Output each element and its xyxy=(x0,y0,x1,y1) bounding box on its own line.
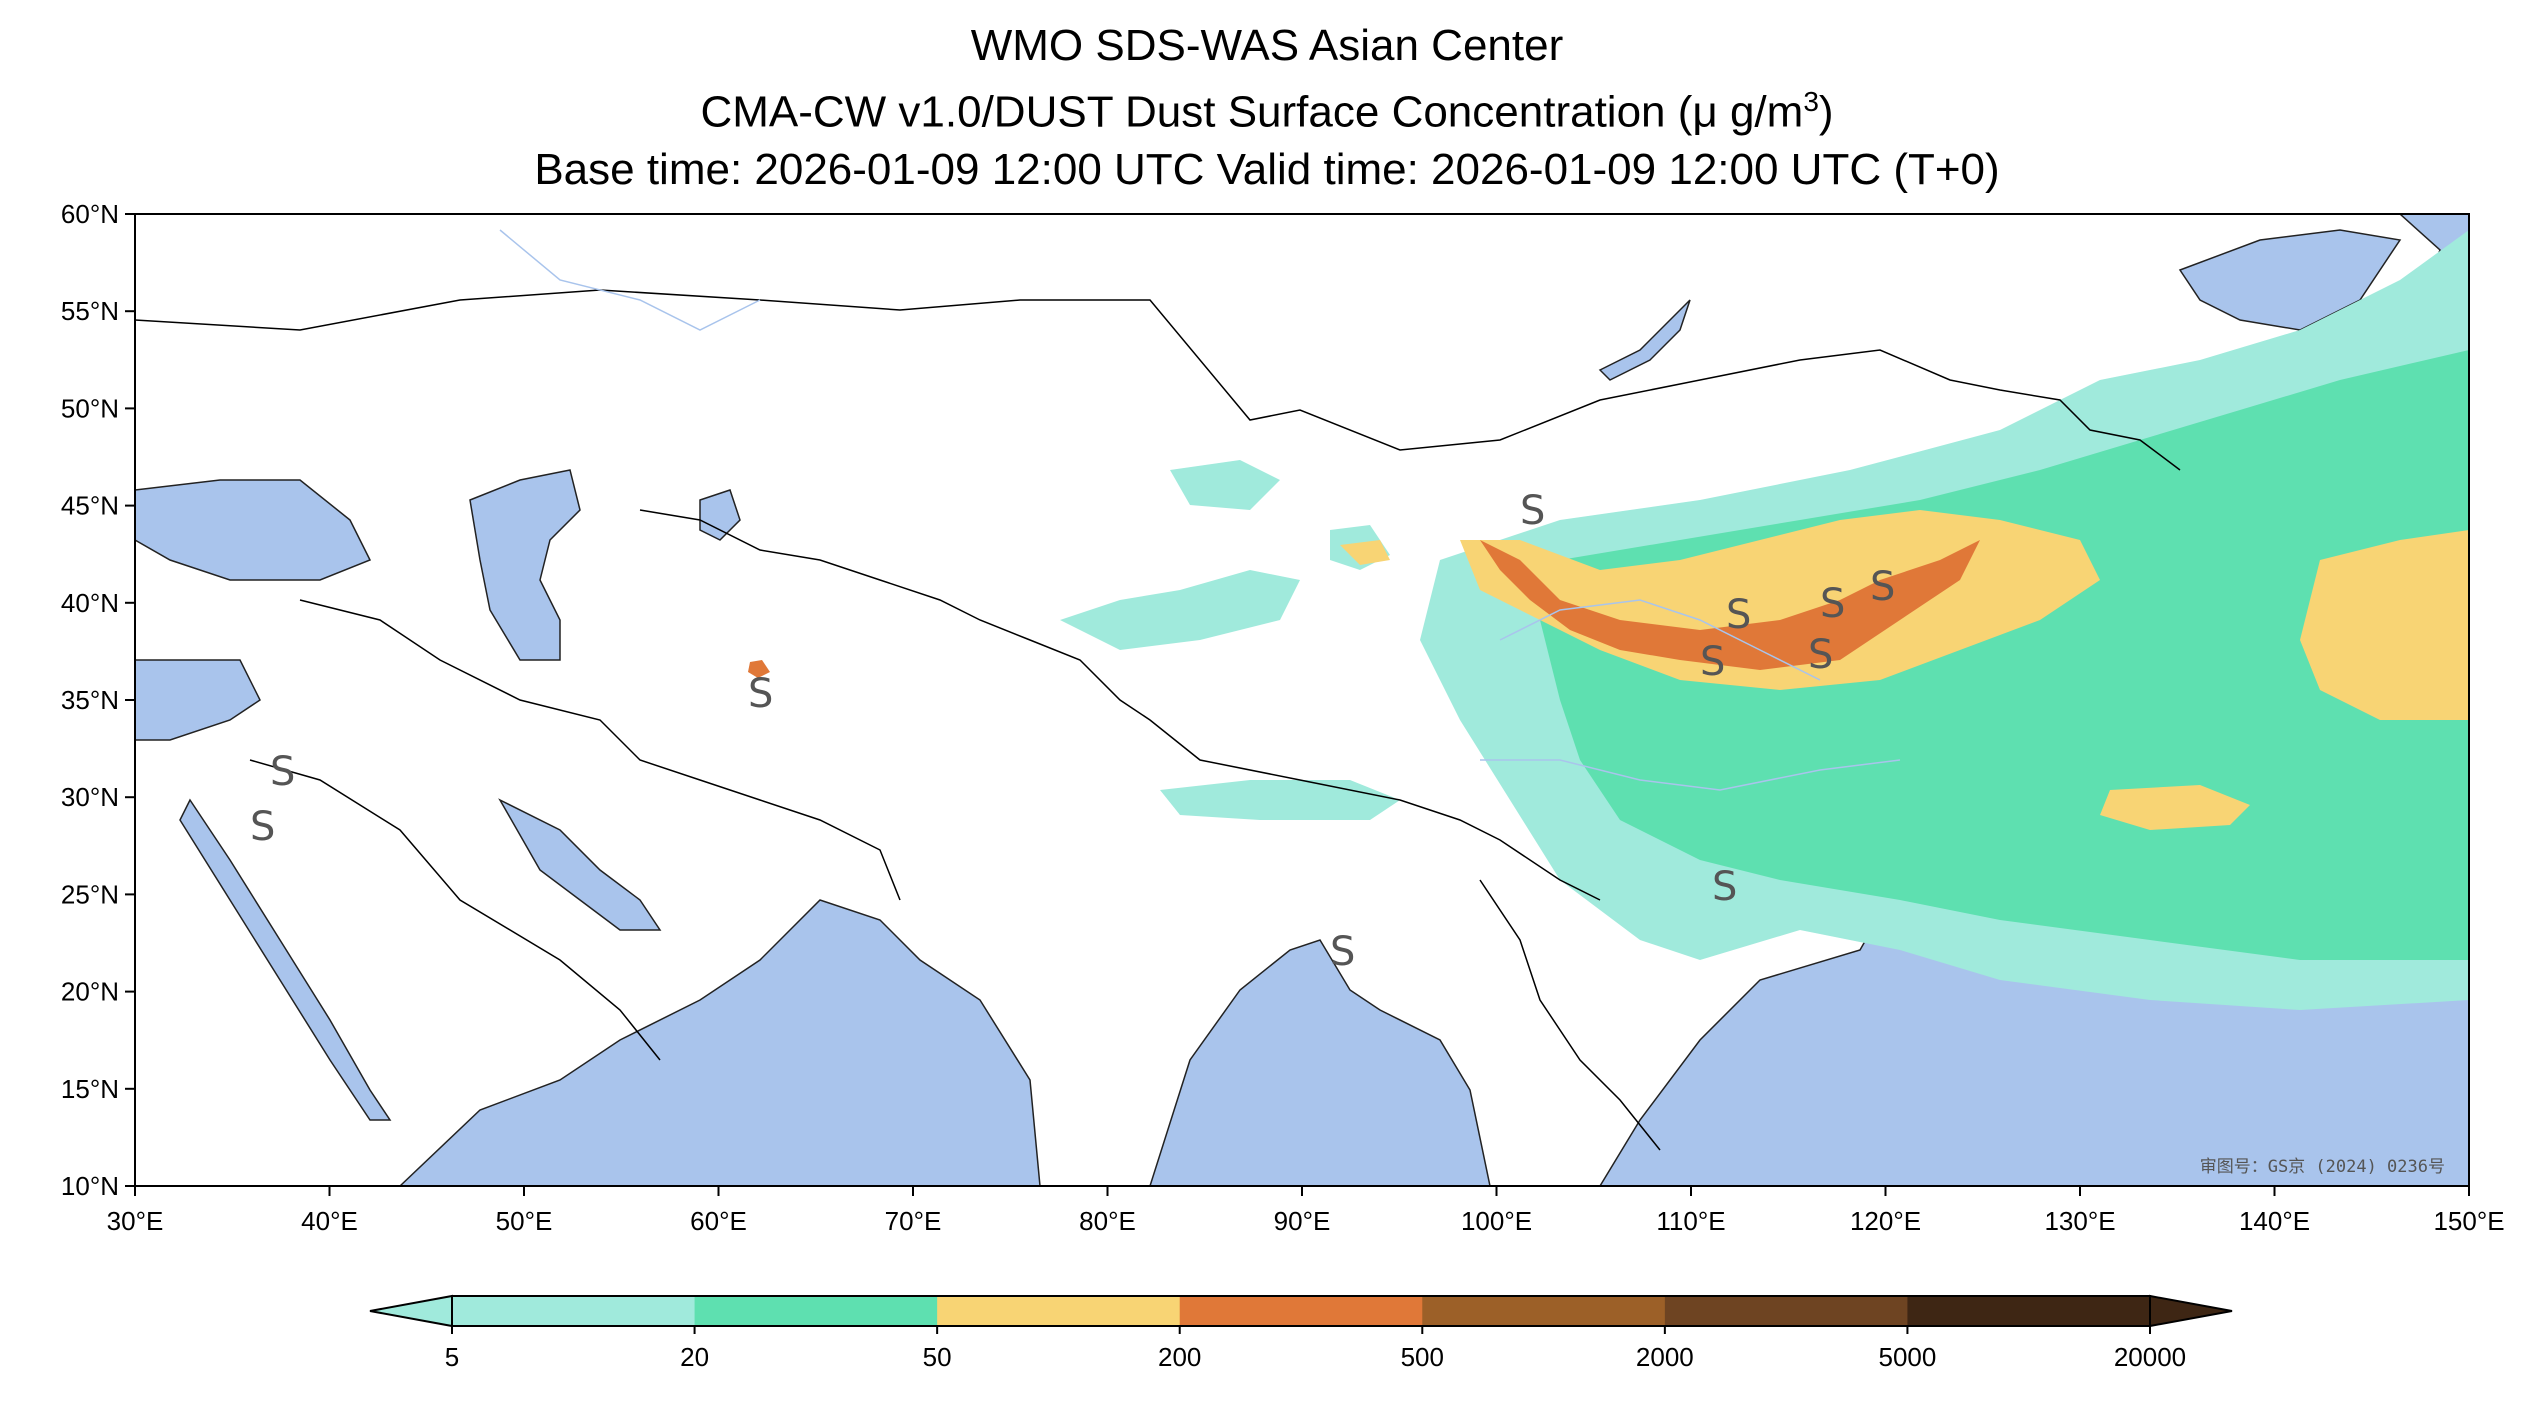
colorbar-tick-label: 2000 xyxy=(1636,1342,1694,1372)
colorbar-tick-label: 500 xyxy=(1401,1342,1444,1372)
weather-symbol: S xyxy=(1870,564,1895,610)
colorbar: 5 20 50 200 500 2000 5000 20000 xyxy=(369,1294,2233,1372)
dust-band-200-500 xyxy=(1480,540,1980,670)
lat-tick-label: 60°N xyxy=(61,199,119,229)
dust-patch-pacific xyxy=(2100,785,2250,830)
longitude-axis: 30°E 40°E 50°E 60°E 70°E 80°E 90°E 100°E 110°E 12… xyxy=(107,1186,2505,1236)
weather-symbol: S xyxy=(1712,864,1737,910)
lat-tick-label: 25°N xyxy=(61,879,119,909)
time-info: Base time: 2026-01-09 12:00 UTC Valid ti… xyxy=(534,145,2000,194)
weather-symbol: S xyxy=(1700,639,1725,685)
lat-tick-label: 20°N xyxy=(61,977,119,1007)
red-sea xyxy=(179,798,392,1121)
unit-superscript: 3 xyxy=(1803,86,1819,117)
map-subtitle: CMA-CW v1.0/DUST Dust Surface Concentrat… xyxy=(0,88,2534,135)
border-arabia xyxy=(249,759,661,1061)
colorbar-bin xyxy=(1907,1296,2151,1326)
lat-tick-label: 55°N xyxy=(61,296,119,326)
river-yangtze xyxy=(1480,759,1901,791)
border-southwest xyxy=(299,599,901,901)
subtitle-close: ) xyxy=(1818,87,1834,137)
border-northern xyxy=(135,289,2181,471)
dust-spot-afghan xyxy=(748,660,770,678)
lon-tick-label: 100°E xyxy=(1461,1206,1532,1236)
lake-baikal xyxy=(1598,299,1691,381)
colorbar-tick-label: 50 xyxy=(923,1342,952,1372)
dust-patch-west xyxy=(1170,460,1280,510)
colorbar-frame xyxy=(451,1295,2151,1327)
river-yellow xyxy=(1499,599,1821,681)
aral-sea xyxy=(699,489,741,541)
weather-symbol: S xyxy=(1808,632,1833,678)
weather-symbol: S xyxy=(1726,592,1751,638)
river-siberia xyxy=(499,229,761,331)
persian-gulf xyxy=(498,798,662,931)
rivers xyxy=(499,229,1901,791)
caspian-sea xyxy=(469,469,581,661)
lat-tick-label: 40°N xyxy=(61,588,119,618)
colorbar-bin xyxy=(694,1296,938,1326)
colorbar-bin xyxy=(1422,1296,1666,1326)
colorbar-bin xyxy=(1179,1296,1423,1326)
country-borders xyxy=(135,289,2181,1151)
subtitle-text: CMA-CW v1.0/DUST Dust Surface Concentrat… xyxy=(700,87,1804,137)
weather-symbol: S xyxy=(1820,581,1845,627)
lon-tick-label: 140°E xyxy=(2239,1206,2310,1236)
black-sea xyxy=(135,479,372,581)
colorbar-tick-label: 200 xyxy=(1158,1342,1201,1372)
lon-tick-label: 110°E xyxy=(1656,1206,1725,1236)
weather-symbols: S S S S S S S S S S S xyxy=(250,488,1895,975)
lat-tick-label: 35°N xyxy=(61,685,119,715)
colorbar-bin xyxy=(937,1296,1181,1326)
lon-tick-label: 90°E xyxy=(1274,1206,1331,1236)
colorbar-tick-label: 20 xyxy=(680,1342,709,1372)
lon-tick-label: 50°E xyxy=(496,1206,553,1236)
mediterranean-sea xyxy=(135,659,261,741)
weather-symbol: S xyxy=(1520,488,1545,534)
map-area: S S S S S S S S S S S 审图号：GS京 (2024) 023… xyxy=(135,214,2469,1186)
colorbar-bin xyxy=(452,1296,696,1326)
lon-tick-label: 80°E xyxy=(1079,1206,1136,1236)
weather-symbol: S xyxy=(250,804,275,850)
lat-tick-label: 45°N xyxy=(61,491,119,521)
lon-tick-label: 130°E xyxy=(2044,1206,2115,1236)
arabian-sea xyxy=(398,899,1041,1186)
latitude-axis: 60°N 55°N 50°N 45°N 40°N 35°N 30°N 25°N 20°N 15°N… xyxy=(61,199,135,1201)
weather-symbol: S xyxy=(748,671,773,717)
map-title: WMO SDS-WAS Asian Center xyxy=(970,21,1564,70)
colorbar-extend-right xyxy=(2149,1294,2233,1328)
colorbar-tick-label: 5 xyxy=(445,1342,459,1372)
weather-symbol: S xyxy=(1330,929,1355,975)
border-central-asia xyxy=(639,509,1601,901)
border-se-asia xyxy=(1479,879,1661,1151)
bay-of-bengal xyxy=(1149,939,1491,1186)
lon-tick-label: 150°E xyxy=(2433,1206,2504,1236)
lon-tick-label: 70°E xyxy=(885,1206,942,1236)
dust-patch-tarim-core xyxy=(1340,540,1390,565)
dust-patch-japan xyxy=(2300,530,2469,720)
lat-tick-label: 10°N xyxy=(61,1171,119,1201)
approval-stamp: 审图号：GS京 (2024) 0236号 xyxy=(2200,1157,2445,1177)
lon-tick-label: 30°E xyxy=(107,1206,164,1236)
dust-patch-tarim xyxy=(1060,570,1300,650)
lon-tick-label: 60°E xyxy=(690,1206,747,1236)
weather-symbol: S xyxy=(270,749,295,795)
lat-tick-label: 50°N xyxy=(61,393,119,423)
dust-patch-tibet xyxy=(1160,780,1400,820)
lon-tick-label: 40°E xyxy=(301,1206,358,1236)
colorbar-tick-label: 5000 xyxy=(1879,1342,1937,1372)
colorbar-extend-left xyxy=(369,1294,453,1328)
lat-tick-label: 30°N xyxy=(61,782,119,812)
lat-tick-label: 15°N xyxy=(61,1074,119,1104)
dust-concentration-field xyxy=(748,230,2469,1010)
lon-tick-label: 120°E xyxy=(1850,1206,1921,1236)
colorbar-tick-label: 20000 xyxy=(2114,1342,2186,1372)
colorbar-bin xyxy=(1664,1296,1908,1326)
